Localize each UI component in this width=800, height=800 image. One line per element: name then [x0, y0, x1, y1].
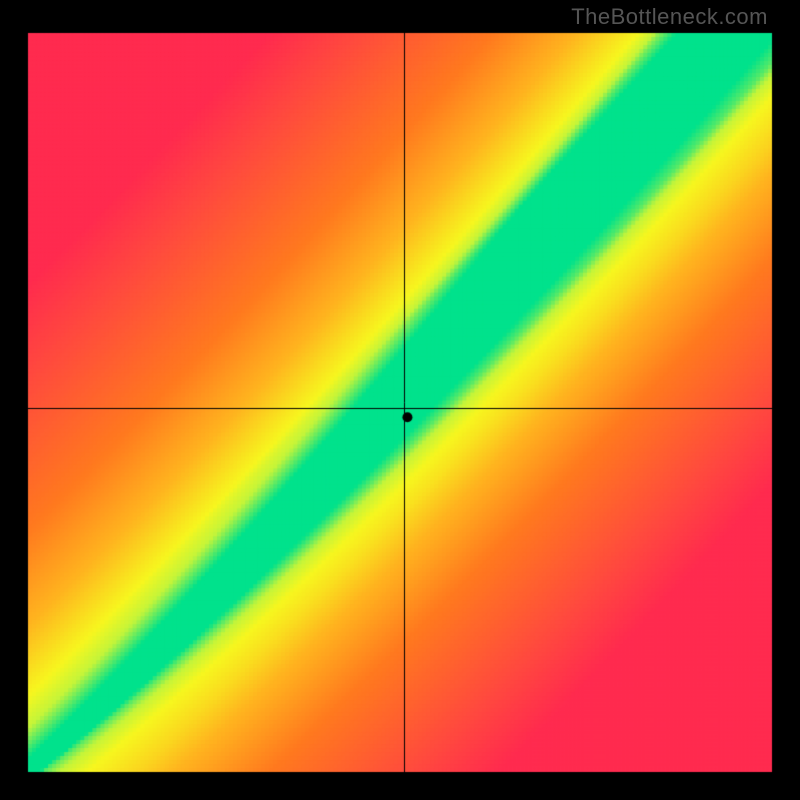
watermark-label: TheBottleneck.com: [571, 4, 768, 30]
bottleneck-heatmap-canvas: [0, 0, 800, 800]
chart-container: TheBottleneck.com: [0, 0, 800, 800]
